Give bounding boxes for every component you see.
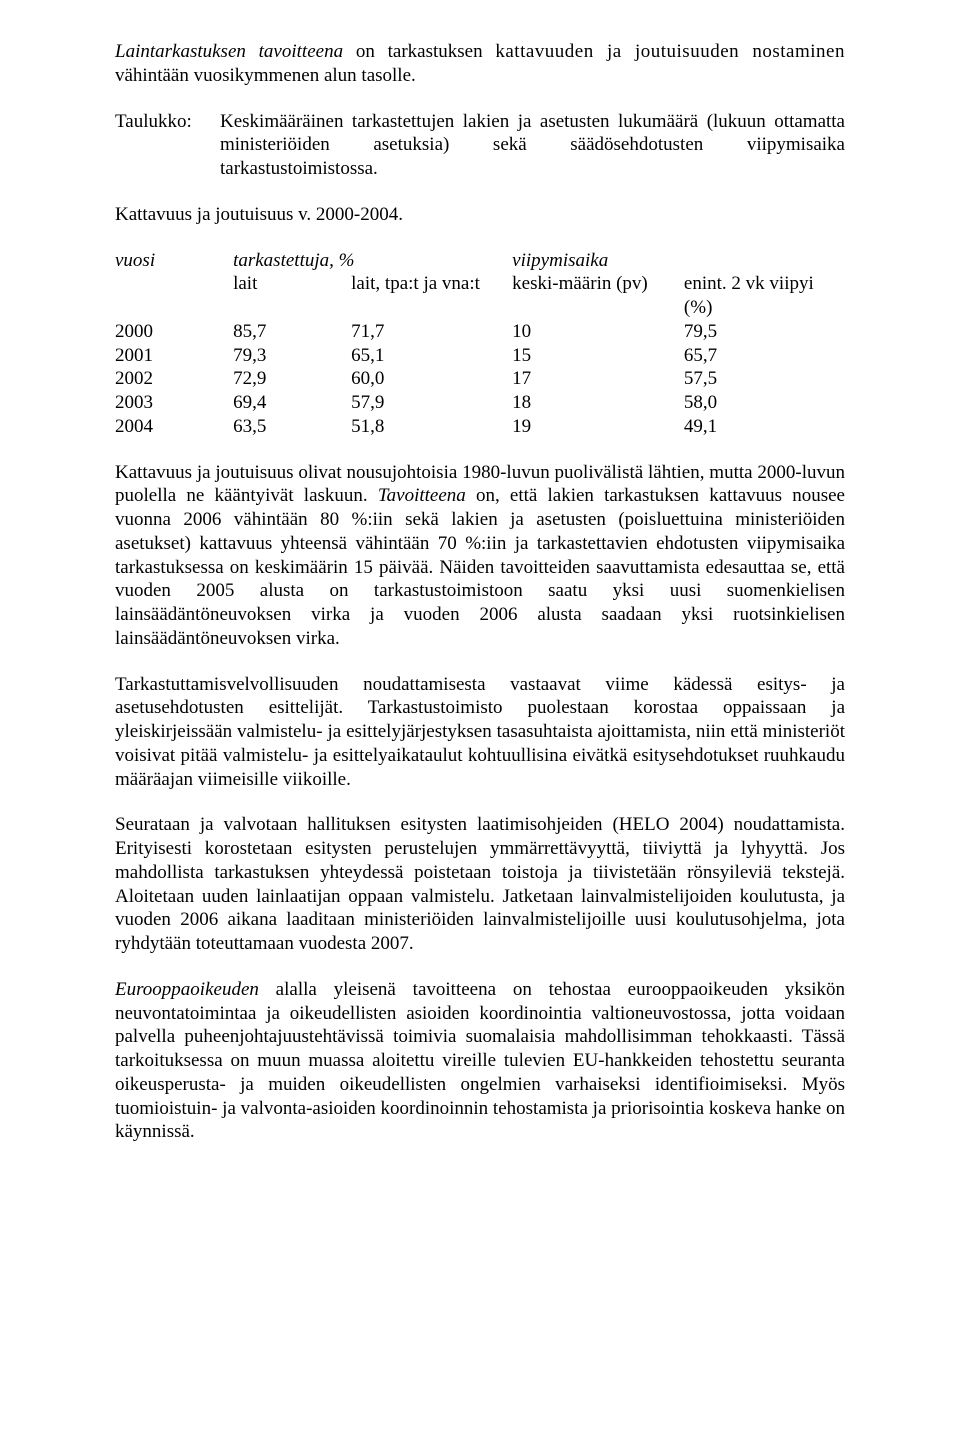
cell-laittpa: 57,9	[351, 391, 512, 415]
paragraph-1: Laintarkastuksen tavoitteena on tarkastu…	[115, 40, 845, 88]
cell-vuosi: 2001	[115, 344, 233, 368]
table-header-row-2: lait lait, tpa:t ja vna:t keski-määrin (…	[115, 272, 845, 320]
cell-enint: 79,5	[684, 320, 845, 344]
cell-vuosi: 2000	[115, 320, 233, 344]
table-header-row-1: vuosi tarkastettuja, % viipymisaika	[115, 249, 845, 273]
hdr-keski: keski-määrin (pv)	[512, 272, 684, 320]
cell-lait: 85,7	[233, 320, 351, 344]
cell-vuosi: 2002	[115, 367, 233, 391]
hdr-vuosi: vuosi	[115, 249, 233, 273]
hdr-enint: enint. 2 vk viipyi (%)	[684, 272, 845, 320]
cell-enint: 49,1	[684, 415, 845, 439]
hdr-laittpa: lait, tpa:t ja vna:t	[351, 272, 512, 320]
paragraph-3: Kattavuus ja joutuisuus olivat nousujoht…	[115, 461, 845, 651]
cell-laittpa: 65,1	[351, 344, 512, 368]
cell-lait: 72,9	[233, 367, 351, 391]
p1-text-b: on tarkastuksen	[343, 41, 495, 62]
cell-keski: 17	[512, 367, 684, 391]
hdr-viipy: viipymisaika	[512, 249, 845, 273]
p3-italic-b: Tavoitteena	[378, 485, 466, 506]
p1-text-d: vähintään vuosikymmenen alun tasolle.	[115, 65, 416, 86]
table-intro: Taulukko: Keskimääräinen tarkastettujen …	[115, 110, 845, 181]
cell-enint: 57,5	[684, 367, 845, 391]
paragraph-6: Eurooppaoikeuden alalla yleisenä tavoitt…	[115, 978, 845, 1144]
p1-italic-a: Laintarkastuksen tavoitteena	[115, 41, 343, 62]
cell-vuosi: 2004	[115, 415, 233, 439]
p3-text-c: on, että lakien tarkastuksen kattavuus n…	[115, 485, 845, 649]
paragraph-2: Kattavuus ja joutuisuus v. 2000-2004.	[115, 203, 845, 227]
table-row: 2000 85,7 71,7 10 79,5	[115, 320, 845, 344]
cell-enint: 58,0	[684, 391, 845, 415]
table-intro-text: Keskimääräinen tarkastettujen lakien ja …	[220, 110, 845, 181]
p6-italic-a: Eurooppaoikeuden	[115, 979, 259, 1000]
table-row: 2004 63,5 51,8 19 49,1	[115, 415, 845, 439]
p1-spaced-c: kattavuuden ja joutuisuuden nostaminen	[495, 41, 845, 62]
cell-lait: 63,5	[233, 415, 351, 439]
cell-keski: 15	[512, 344, 684, 368]
cell-lait: 79,3	[233, 344, 351, 368]
table-row: 2001 79,3 65,1 15 65,7	[115, 344, 845, 368]
cell-keski: 19	[512, 415, 684, 439]
hdr-tark: tarkastettuja, %	[233, 249, 512, 273]
paragraph-4: Tarkastuttamisvelvollisuuden noudattamis…	[115, 673, 845, 792]
cell-enint: 65,7	[684, 344, 845, 368]
paragraph-5: Seurataan ja valvotaan hallituksen esity…	[115, 813, 845, 956]
cell-laittpa: 51,8	[351, 415, 512, 439]
p6-text-b: alalla yleisenä tavoitteena on tehostaa …	[115, 979, 845, 1143]
table-intro-label: Taulukko:	[115, 110, 220, 181]
cell-laittpa: 60,0	[351, 367, 512, 391]
cell-keski: 10	[512, 320, 684, 344]
hdr-blank	[115, 272, 233, 320]
data-table: vuosi tarkastettuja, % viipymisaika lait…	[115, 249, 845, 439]
table-row: 2002 72,9 60,0 17 57,5	[115, 367, 845, 391]
cell-laittpa: 71,7	[351, 320, 512, 344]
cell-vuosi: 2003	[115, 391, 233, 415]
cell-keski: 18	[512, 391, 684, 415]
hdr-lait: lait	[233, 272, 351, 320]
table-row: 2003 69,4 57,9 18 58,0	[115, 391, 845, 415]
cell-lait: 69,4	[233, 391, 351, 415]
